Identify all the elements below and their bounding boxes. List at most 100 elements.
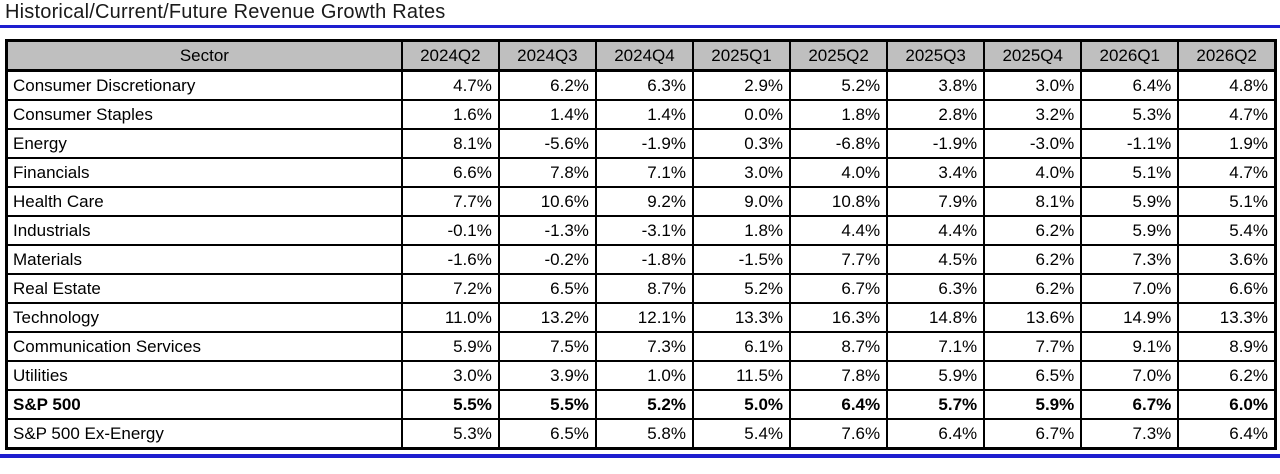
- value-cell: 7.8%: [497, 157, 597, 188]
- value-cell: 1.8%: [789, 99, 889, 130]
- value-cell: 8.1%: [400, 128, 500, 159]
- table-row: Energy 8.1% -5.6% -1.9% 0.3% -6.8% -1.9% -3.0% -…: [5, 128, 1277, 159]
- value-cell: 5.9%: [400, 331, 500, 362]
- value-cell: 4.7%: [1177, 157, 1277, 188]
- value-cell: 6.5%: [497, 273, 597, 304]
- value-cell: 1.9%: [1177, 128, 1277, 159]
- value-cell: 13.3%: [1177, 302, 1277, 333]
- value-cell: 3.6%: [1177, 244, 1277, 275]
- value-cell: 1.4%: [594, 99, 694, 130]
- quarter-column-header: 2025Q3: [886, 39, 986, 72]
- value-cell: 5.9%: [1080, 186, 1180, 217]
- value-cell: 5.0%: [691, 389, 792, 420]
- value-cell: 6.2%: [983, 244, 1083, 275]
- quarter-column-header: 2025Q4: [983, 39, 1083, 72]
- value-cell: 7.3%: [1080, 244, 1180, 275]
- value-cell: -6.8%: [789, 128, 889, 159]
- value-cell: 5.9%: [886, 360, 986, 391]
- value-cell: -1.8%: [594, 244, 694, 275]
- value-cell: 2.8%: [886, 99, 986, 130]
- value-cell: 7.1%: [886, 331, 986, 362]
- value-cell: 9.2%: [594, 186, 694, 217]
- value-cell: 6.5%: [983, 360, 1083, 391]
- value-cell: -1.5%: [691, 244, 792, 275]
- value-cell: 4.0%: [983, 157, 1083, 188]
- sector-cell: Consumer Discretionary: [5, 69, 403, 101]
- value-cell: 6.4%: [1080, 69, 1180, 101]
- table-header-row: Sector 2024Q2 2024Q3 2024Q4 2025Q1 2025Q2 202…: [5, 39, 1277, 72]
- value-cell: 8.9%: [1177, 331, 1277, 362]
- table-row: Utilities 3.0% 3.9% 1.0% 11.5% 7.8% 5.9% 6.5% 7.…: [5, 360, 1277, 391]
- value-cell: 1.6%: [400, 99, 500, 130]
- value-cell: 4.7%: [400, 69, 500, 101]
- value-cell: 6.3%: [886, 273, 986, 304]
- bottom-border-line: [0, 454, 1280, 458]
- value-cell: 6.4%: [886, 418, 986, 450]
- value-cell: 6.4%: [1177, 418, 1277, 450]
- value-cell: 8.1%: [983, 186, 1083, 217]
- value-cell: 5.1%: [1080, 157, 1180, 188]
- value-cell: 13.6%: [983, 302, 1083, 333]
- value-cell: 5.2%: [594, 389, 694, 420]
- value-cell: 1.4%: [497, 99, 597, 130]
- value-cell: 13.2%: [497, 302, 597, 333]
- value-cell: 8.7%: [594, 273, 694, 304]
- value-cell: 4.5%: [886, 244, 986, 275]
- value-cell: 5.3%: [1080, 99, 1180, 130]
- value-cell: 5.3%: [400, 418, 500, 450]
- value-cell: 6.6%: [1177, 273, 1277, 304]
- value-cell: 4.4%: [789, 215, 889, 246]
- value-cell: 5.4%: [691, 418, 792, 450]
- value-cell: 14.8%: [886, 302, 986, 333]
- sector-cell: Energy: [5, 128, 403, 159]
- value-cell: 3.0%: [691, 157, 792, 188]
- value-cell: 3.8%: [886, 69, 986, 101]
- value-cell: 5.5%: [400, 389, 500, 420]
- value-cell: 4.8%: [1177, 69, 1277, 101]
- value-cell: 11.0%: [400, 302, 500, 333]
- table-row: Communication Services 5.9% 7.5% 7.3% 6.1% 8.…: [5, 331, 1277, 362]
- value-cell: -0.2%: [497, 244, 597, 275]
- value-cell: 3.4%: [886, 157, 986, 188]
- value-cell: 7.6%: [789, 418, 889, 450]
- value-cell: 7.8%: [789, 360, 889, 391]
- quarter-column-header: 2026Q2: [1177, 39, 1277, 72]
- page-title: Historical/Current/Future Revenue Growth…: [5, 1, 446, 23]
- value-cell: 7.2%: [400, 273, 500, 304]
- value-cell: 9.0%: [691, 186, 792, 217]
- table-row: Real Estate 7.2% 6.5% 8.7% 5.2% 6.7% 6.3% 6.2% 7…: [5, 273, 1277, 304]
- value-cell: -0.1%: [400, 215, 500, 246]
- value-cell: 6.4%: [789, 389, 889, 420]
- quarter-column-header: 2025Q1: [691, 39, 792, 72]
- value-cell: 7.3%: [1080, 418, 1180, 450]
- value-cell: 8.7%: [789, 331, 889, 362]
- value-cell: 7.0%: [1080, 273, 1180, 304]
- value-cell: 6.0%: [1177, 389, 1277, 420]
- value-cell: 5.8%: [594, 418, 694, 450]
- table-row: S&P 500 Ex-Energy 5.3% 6.5% 5.8% 5.4% 7.6% 6.4…: [5, 418, 1277, 450]
- table-row: Consumer Staples 1.6% 1.4% 1.4% 0.0% 1.8% 2.8%…: [5, 99, 1277, 130]
- value-cell: -1.6%: [400, 244, 500, 275]
- value-cell: 7.1%: [594, 157, 694, 188]
- value-cell: 6.7%: [1080, 389, 1180, 420]
- sector-cell: Technology: [5, 302, 403, 333]
- revenue-growth-table: Sector 2024Q2 2024Q3 2024Q4 2025Q1 2025Q2 202…: [5, 39, 1277, 450]
- sector-column-header: Sector: [5, 39, 403, 72]
- value-cell: 6.6%: [400, 157, 500, 188]
- value-cell: -1.1%: [1080, 128, 1180, 159]
- sector-cell: Consumer Staples: [5, 99, 403, 130]
- value-cell: 5.7%: [886, 389, 986, 420]
- table-header: Sector 2024Q2 2024Q3 2024Q4 2025Q1 2025Q2 202…: [5, 39, 1277, 72]
- value-cell: 5.1%: [1177, 186, 1277, 217]
- value-cell: 6.3%: [594, 69, 694, 101]
- value-cell: 6.2%: [983, 273, 1083, 304]
- value-cell: 7.7%: [983, 331, 1083, 362]
- table-row: Technology 11.0% 13.2% 12.1% 13.3% 16.3% 14.8%…: [5, 302, 1277, 333]
- quarter-column-header: 2024Q4: [594, 39, 694, 72]
- value-cell: 6.7%: [789, 273, 889, 304]
- table-row: Health Care 7.7% 10.6% 9.2% 9.0% 10.8% 7.9% 8.1…: [5, 186, 1277, 217]
- value-cell: 3.0%: [983, 69, 1083, 101]
- table-row: Materials -1.6% -0.2% -1.8% -1.5% 7.7% 4.5% 6.2…: [5, 244, 1277, 275]
- value-cell: 3.2%: [983, 99, 1083, 130]
- value-cell: 2.9%: [691, 69, 792, 101]
